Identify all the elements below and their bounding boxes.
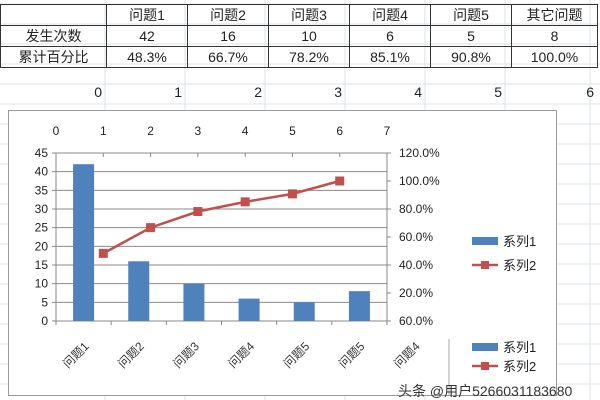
line-point [335, 176, 345, 186]
x2-tick-label: 3 [195, 124, 202, 138]
y-tick-label: 25 [35, 221, 49, 235]
y-tick-label: 30 [35, 202, 49, 216]
line-point [98, 248, 108, 258]
legend2-bar-swatch [472, 343, 498, 351]
x-tick-label: 问题5 [281, 339, 313, 371]
y2-tick-label: 100.0% [399, 174, 440, 188]
line-series [102, 179, 341, 255]
x2-tick-label: 5 [289, 124, 296, 138]
line-point [146, 223, 156, 233]
x2-tick-label: 7 [384, 124, 391, 138]
pareto-chart: 05101520253035404560.0%20.0%40.0%60.0%80… [35, 124, 536, 395]
number-cell[interactable]: 3 [334, 84, 342, 100]
line-point [193, 207, 203, 217]
x-tick-label: 问题1 [60, 339, 92, 371]
table-cell[interactable]: 问题2 [187, 4, 269, 26]
y2-tick-label: 60.0% [399, 314, 433, 328]
table-row: 发生次数 42 16 10 6 5 8 [0, 25, 598, 47]
table-cell[interactable]: 42 [106, 25, 188, 47]
table-cell[interactable]: 问题1 [106, 4, 188, 26]
table-cell[interactable]: 16 [187, 25, 269, 47]
x-tick-label: 问题4 [391, 339, 423, 371]
table-cell[interactable]: 85.1% [349, 46, 431, 68]
legend-line-marker [481, 261, 489, 269]
line-point [240, 197, 250, 207]
x-tick-label: 问题3 [170, 339, 202, 371]
bar [348, 291, 370, 321]
number-cell[interactable]: 0 [94, 84, 102, 100]
table-cell[interactable]: 累计百分比 [0, 46, 107, 68]
watermark: 头条 @用户5266031183680 [398, 383, 573, 399]
table-cell[interactable]: 发生次数 [0, 25, 107, 47]
x2-tick-label: 0 [53, 124, 60, 138]
number-cell[interactable]: 2 [254, 84, 262, 100]
bar [73, 164, 95, 321]
legend-label: 系列1 [503, 234, 536, 249]
y-tick-label: 10 [35, 277, 49, 291]
number-cell[interactable]: 4 [414, 84, 422, 100]
x2-tick-label: 1 [100, 124, 107, 138]
x2-tick-label: 2 [147, 124, 154, 138]
table-cell[interactable]: 48.3% [106, 46, 188, 68]
line-point [287, 189, 297, 199]
table-cell[interactable]: 90.8% [430, 46, 512, 68]
table-cell[interactable]: 问题3 [268, 4, 350, 26]
table-cell[interactable]: 8 [511, 25, 598, 47]
y-tick-label: 35 [35, 183, 49, 197]
x-tick-label: 问题5 [336, 339, 368, 371]
table-cell[interactable]: 10 [268, 25, 350, 47]
legend2-label: 系列2 [503, 359, 536, 374]
table-cell[interactable]: 问题4 [349, 4, 431, 26]
bar [183, 283, 205, 321]
number-row: 0 1 2 3 4 5 6 [0, 84, 600, 102]
table-cell[interactable]: 100.0% [511, 46, 598, 68]
y-tick-label: 0 [41, 314, 48, 328]
y2-tick-label: 60.0% [399, 230, 433, 244]
x-tick-label: 问题4 [226, 339, 258, 371]
table-cell[interactable]: 6 [349, 25, 431, 47]
y2-tick-label: 20.0% [399, 286, 433, 300]
table-row: 问题1 问题2 问题3 问题4 问题5 其它问题 [0, 4, 598, 26]
table-cell[interactable]: 问题5 [430, 4, 512, 26]
table-cell[interactable]: 78.2% [268, 46, 350, 68]
data-table: 问题1 问题2 问题3 问题4 问题5 其它问题 发生次数 42 16 10 6 5 8 累计百分比 48.… [0, 4, 598, 68]
x2-tick-label: 4 [242, 124, 249, 138]
y-tick-label: 45 [35, 146, 49, 160]
legend-bar-swatch [472, 237, 498, 245]
bar [238, 298, 260, 321]
table-row: 累计百分比 48.3% 66.7% 78.2% 85.1% 90.8% 100.0% [0, 46, 598, 68]
table-cell[interactable]: 66.7% [187, 46, 269, 68]
y2-tick-label: 120.0% [399, 146, 440, 160]
y-tick-label: 15 [35, 258, 49, 272]
y-tick-label: 5 [41, 295, 48, 309]
table-cell[interactable]: 5 [430, 25, 512, 47]
y-tick-label: 20 [35, 239, 49, 253]
table-cell[interactable] [0, 4, 107, 26]
number-cell[interactable]: 1 [174, 84, 182, 100]
y2-tick-label: 80.0% [399, 202, 433, 216]
x2-tick-label: 6 [336, 124, 343, 138]
table-cell[interactable]: 其它问题 [511, 4, 598, 26]
bar [293, 302, 315, 321]
y-tick-label: 40 [35, 165, 49, 179]
legend-label: 系列2 [503, 258, 536, 273]
legend2-label: 系列1 [503, 340, 536, 355]
number-cell[interactable]: 6 [586, 84, 594, 100]
legend2-line-marker [481, 362, 489, 370]
number-cell[interactable]: 5 [494, 84, 502, 100]
y2-tick-label: 40.0% [399, 258, 433, 272]
chart-area[interactable]: 0 5 10 15 20 25 30 35 40 45 60.0% 20.0% 40.0% 60.0% 80… [8, 110, 557, 396]
x-tick-label: 问题2 [115, 339, 147, 371]
bar [128, 261, 150, 321]
